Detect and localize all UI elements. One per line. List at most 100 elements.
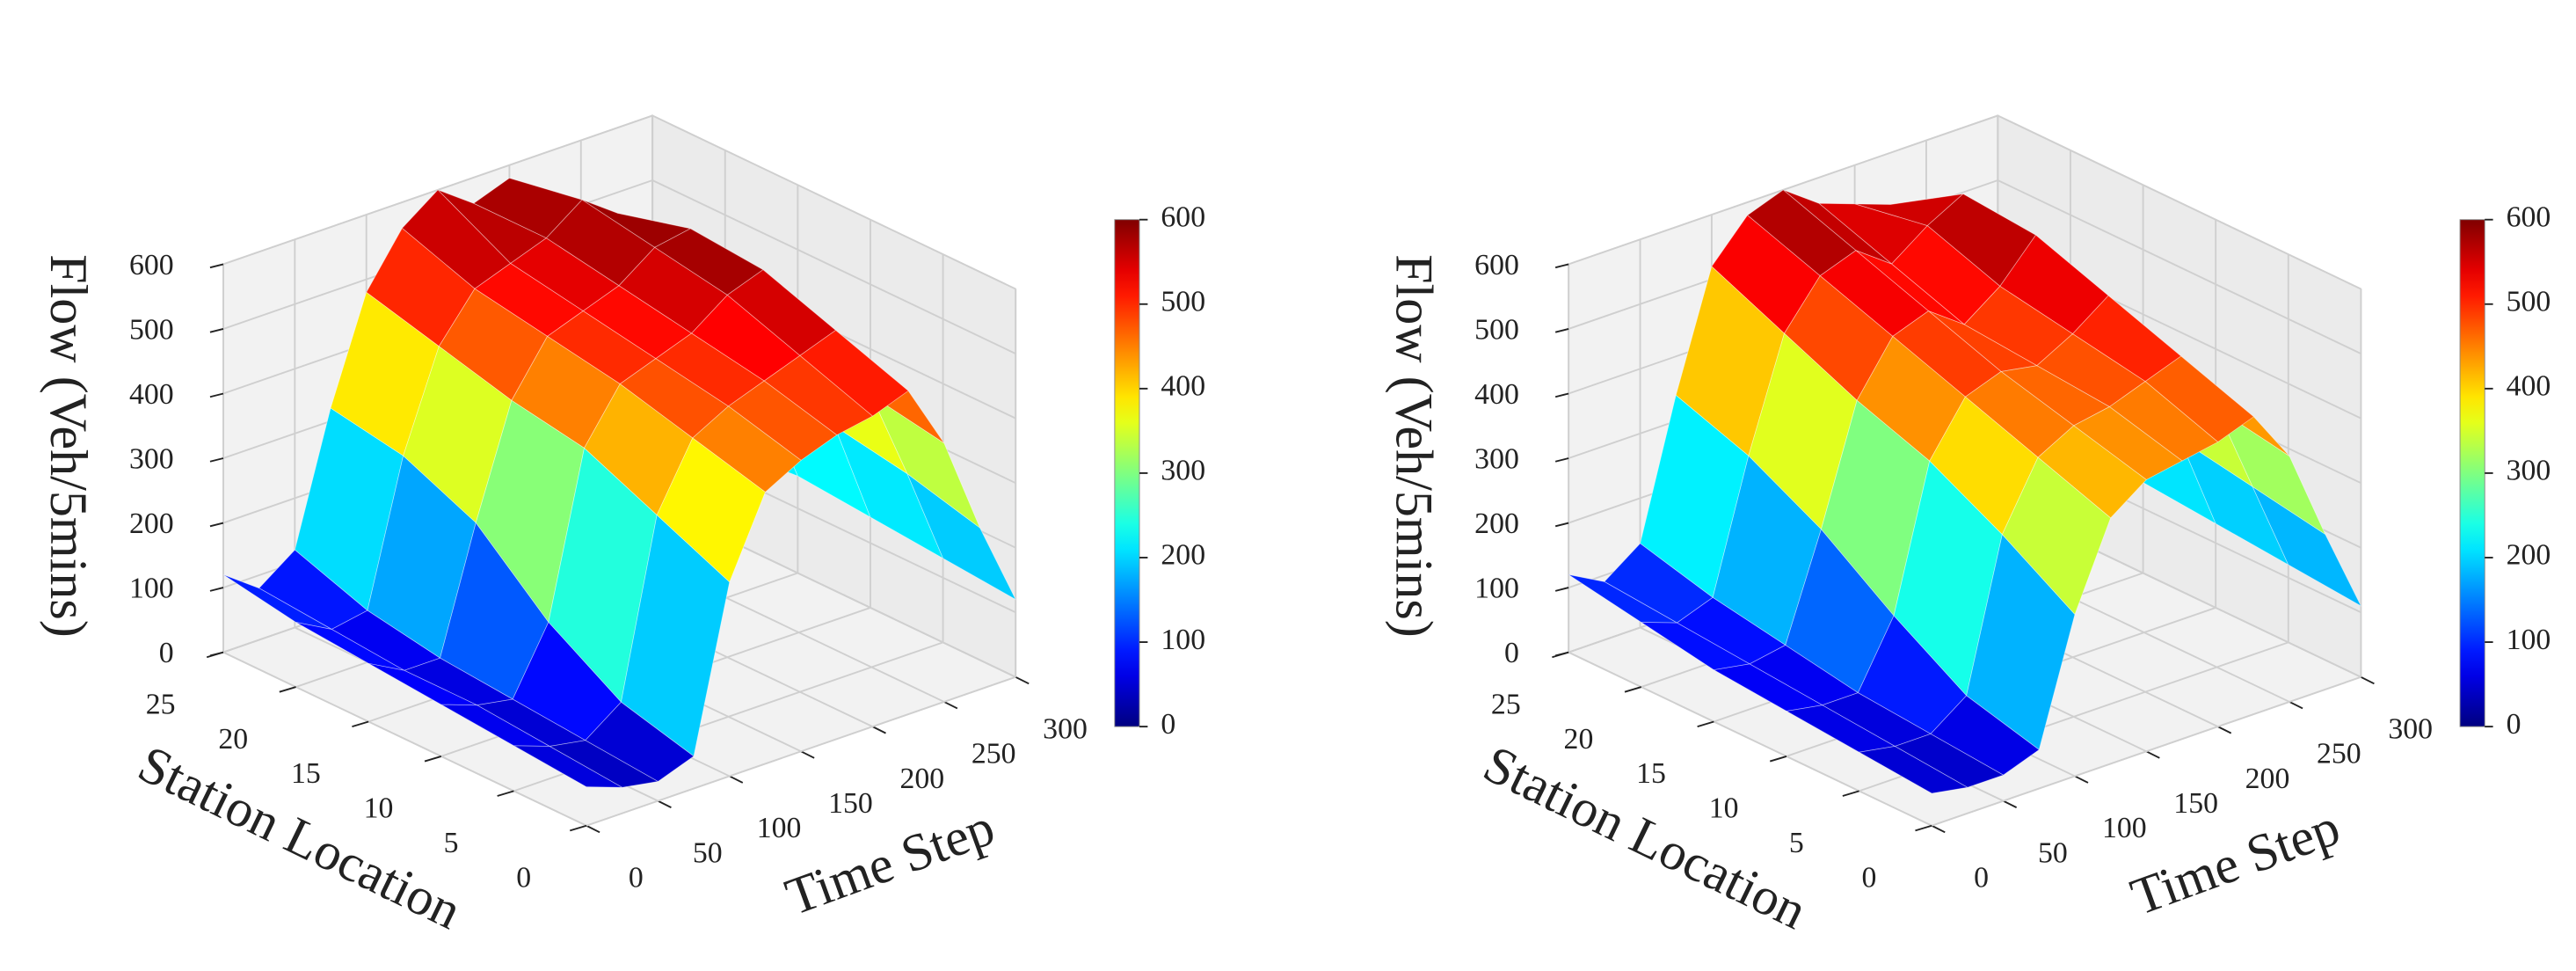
y-tick bbox=[1697, 720, 1714, 728]
y-tick-label: 10 bbox=[1709, 792, 1739, 825]
z-tick-label: 100 bbox=[1474, 573, 1519, 605]
x-tick bbox=[1931, 824, 1946, 834]
colorbar-tick-label: 300 bbox=[1161, 455, 1205, 487]
y-tick bbox=[1842, 790, 1859, 797]
z-tick bbox=[1554, 263, 1569, 269]
y-tick bbox=[497, 790, 514, 797]
y-tick-label: 25 bbox=[146, 688, 176, 720]
z-tick-label: 200 bbox=[1474, 507, 1519, 540]
x-tick bbox=[1015, 675, 1030, 685]
x-tick-label: 0 bbox=[1974, 861, 1989, 894]
surface-patch bbox=[513, 745, 622, 788]
colorbar-tick-label: 100 bbox=[2507, 624, 2551, 656]
grid-line bbox=[1997, 179, 2361, 354]
colorbar-tick-label: 600 bbox=[2507, 201, 2551, 233]
x-tick bbox=[800, 750, 815, 759]
y-tick-label: 20 bbox=[1564, 723, 1594, 756]
grid-line bbox=[222, 651, 587, 827]
y-tick-label: 15 bbox=[1636, 757, 1666, 790]
grid-line bbox=[651, 114, 1016, 290]
y-tick-label: 0 bbox=[516, 861, 531, 894]
surface-patch bbox=[1858, 746, 1969, 794]
z-tick bbox=[1554, 587, 1569, 592]
colorbar-tick-label: 500 bbox=[2507, 286, 2551, 318]
x-tick bbox=[657, 799, 672, 808]
grid-line bbox=[1997, 114, 2361, 290]
x-tick-label: 200 bbox=[2245, 763, 2290, 795]
x-tick-label: 100 bbox=[757, 812, 802, 844]
grid-line bbox=[586, 675, 1016, 827]
x-tick bbox=[2145, 750, 2160, 759]
x-tick-label: 100 bbox=[2102, 812, 2147, 844]
x-tick bbox=[2074, 775, 2089, 784]
z-tick-label: 600 bbox=[129, 249, 174, 281]
x-tick-label: 50 bbox=[693, 836, 723, 869]
y-tick-label: 15 bbox=[291, 757, 321, 790]
z-axis-title: Flow (Veh/5mins) bbox=[40, 254, 98, 638]
x-axis-title: Time Step bbox=[2123, 797, 2347, 926]
z-tick-label: 100 bbox=[129, 573, 174, 605]
colorbar-tick-label: 100 bbox=[1161, 624, 1205, 656]
y-tick bbox=[1915, 824, 1932, 832]
z-tick bbox=[209, 587, 224, 592]
colorbar-tick-label: 600 bbox=[1161, 201, 1205, 233]
z-tick-label: 500 bbox=[1474, 313, 1519, 346]
z-tick-label: 200 bbox=[129, 507, 174, 540]
z-tick-label: 400 bbox=[1474, 378, 1519, 411]
colorbar-tick-label: 400 bbox=[1161, 370, 1205, 403]
z-tick-label: 0 bbox=[1504, 637, 1519, 669]
z-axis-title: Flow (Veh/5mins) bbox=[1385, 254, 1444, 638]
z-tick bbox=[209, 457, 224, 463]
y-tick bbox=[279, 686, 296, 693]
surface-plot: 0501001502002503000510152025010020030040… bbox=[1385, 113, 2551, 940]
colorbar-tick-label: 200 bbox=[1161, 539, 1205, 572]
z-tick bbox=[209, 392, 224, 398]
grid-line bbox=[1931, 675, 2361, 827]
x-tick-label: 300 bbox=[1043, 713, 1088, 746]
z-tick bbox=[209, 522, 224, 528]
y-tick-label: 25 bbox=[1491, 688, 1521, 720]
x-tick-label: 250 bbox=[2317, 738, 2361, 770]
colorbar-tick-label: 200 bbox=[2507, 539, 2551, 572]
x-tick-label: 150 bbox=[828, 787, 873, 820]
colorbar-tick-label: 500 bbox=[1161, 286, 1205, 318]
y-tick-label: 5 bbox=[444, 827, 459, 859]
z-tick-label: 600 bbox=[1474, 249, 1519, 281]
z-tick-label: 500 bbox=[129, 313, 174, 346]
x-tick bbox=[2003, 799, 2018, 808]
y-tick-label: 5 bbox=[1789, 827, 1804, 859]
y-tick bbox=[569, 824, 587, 832]
x-tick bbox=[729, 775, 744, 784]
y-tick bbox=[352, 720, 369, 728]
colorbar-tick-label: 0 bbox=[1161, 708, 1175, 741]
z-tick bbox=[1554, 457, 1569, 463]
z-tick bbox=[209, 651, 224, 657]
x-tick-label: 150 bbox=[2173, 787, 2218, 820]
y-tick-label: 20 bbox=[218, 723, 248, 756]
x-tick bbox=[943, 701, 958, 710]
z-tick-label: 400 bbox=[129, 378, 174, 411]
z-tick bbox=[209, 263, 224, 269]
colorbar bbox=[2459, 219, 2485, 727]
x-tick bbox=[2217, 726, 2232, 734]
x-tick bbox=[2360, 675, 2375, 685]
z-tick-label: 300 bbox=[1474, 443, 1519, 476]
colorbar-tick-label: 0 bbox=[2507, 708, 2521, 741]
y-tick-label: 10 bbox=[364, 792, 394, 825]
y-tick bbox=[424, 756, 442, 763]
z-tick-label: 0 bbox=[159, 637, 174, 669]
grid-line bbox=[1568, 651, 1932, 827]
z-tick bbox=[1554, 392, 1569, 398]
x-tick bbox=[872, 726, 886, 734]
x-axis-title: Time Step bbox=[778, 797, 1002, 926]
colorbar-tick-label: 400 bbox=[2507, 370, 2551, 403]
y-tick-label: 0 bbox=[1861, 861, 1876, 894]
y-tick bbox=[1624, 686, 1642, 693]
x-tick-label: 0 bbox=[629, 861, 644, 894]
z-tick bbox=[1554, 651, 1569, 657]
z-tick bbox=[209, 328, 224, 333]
colorbar-tick-label: 300 bbox=[2507, 455, 2551, 487]
x-tick-label: 300 bbox=[2388, 713, 2433, 746]
y-tick bbox=[1769, 756, 1787, 763]
